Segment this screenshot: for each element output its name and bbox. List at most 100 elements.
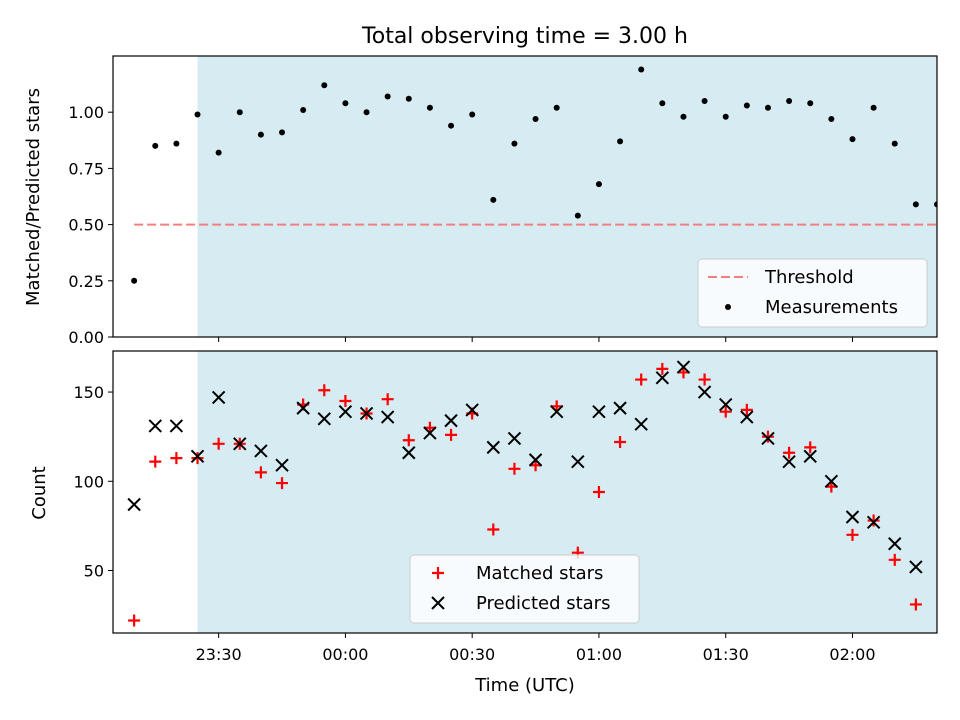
- legend-box: [697, 258, 928, 328]
- measurement-point: [912, 201, 919, 208]
- measurement-point: [574, 212, 581, 219]
- matched-star-point: [318, 384, 331, 397]
- matched-star-point: [635, 373, 648, 386]
- predicted-star-point: [571, 454, 585, 469]
- chart-title: Total observing time = 3.00 h: [361, 24, 688, 49]
- predicted-star-point: [338, 404, 353, 419]
- matched-star-point: [761, 430, 774, 443]
- predicted-star-point: [676, 360, 691, 374]
- predicted-star-point: [528, 453, 543, 467]
- measurement-point: [659, 100, 666, 107]
- matched-star-point: [656, 362, 669, 375]
- matched-star-point: [191, 452, 204, 465]
- measurement-point: [934, 201, 937, 208]
- predicted-star-point: [866, 515, 881, 530]
- measurement-point: [490, 196, 497, 203]
- measurement-point: [511, 140, 518, 147]
- y-tick-label: 0.00: [68, 328, 104, 347]
- matched-star-point: [867, 514, 880, 527]
- top-panel: 0.00 0.25 0.50 0.75 1.00 Threshold Measurement…: [68, 55, 938, 347]
- predicted-star-point: [169, 419, 184, 433]
- bottom-y-axis-label: Count: [29, 466, 50, 519]
- y-tick-label: 1.00: [68, 103, 104, 122]
- predicted-star-point: [359, 406, 374, 421]
- legend-matched-swatch: [432, 567, 444, 579]
- matched-star-point: [804, 441, 817, 454]
- top-y-axis-label: Matched/Predicted stars: [23, 88, 44, 306]
- predicted-star-point: [423, 426, 437, 440]
- measurement-point: [786, 97, 793, 104]
- matched-star-point: [402, 434, 415, 447]
- measurement-point: [764, 104, 771, 111]
- predicted-star-point: [190, 449, 205, 464]
- measurement-point: [131, 277, 138, 284]
- matched-star-point: [846, 528, 859, 541]
- measurement-point: [215, 149, 222, 156]
- plot-frame: [112, 350, 938, 634]
- legend-measurements-label: Measurements: [765, 297, 898, 318]
- legend: Threshold Measurements: [697, 258, 928, 328]
- legend-predicted-label: Predicted stars: [476, 593, 610, 614]
- measurement-point: [532, 115, 539, 122]
- predicted-star-point: [655, 371, 670, 385]
- measurement-point: [469, 111, 476, 118]
- y-tick-label: 150: [73, 383, 104, 402]
- measurement-point: [257, 131, 264, 138]
- measurement-point: [363, 109, 370, 116]
- measurement-point: [807, 100, 814, 107]
- measurement-point: [321, 82, 328, 89]
- predicted-star-point: [740, 410, 754, 424]
- matched-star-point: [170, 452, 183, 465]
- predicted-star-point: [845, 510, 860, 524]
- predicted-star-point: [824, 474, 839, 488]
- measurement-point: [300, 106, 307, 113]
- matched-star-point: [740, 403, 753, 416]
- measurement-point: [828, 115, 835, 122]
- measurement-point: [638, 66, 645, 73]
- matched-star-point: [212, 437, 225, 450]
- x-tick-label: 00:00: [322, 645, 368, 664]
- measurement-point: [279, 129, 286, 136]
- predicted-star-point: [317, 412, 331, 426]
- matched-star-point: [487, 523, 500, 536]
- measurement-point: [722, 113, 729, 120]
- predicted-star-point: [549, 404, 564, 419]
- x-tick-label: 00:30: [449, 645, 495, 664]
- predicted-star-point: [148, 419, 162, 433]
- matched-star-point: [276, 477, 289, 490]
- matched-star-point: [128, 614, 141, 627]
- y-tick-label: 0.75: [68, 159, 104, 178]
- measurement-point: [236, 109, 243, 116]
- predicted-star-point: [592, 404, 606, 419]
- predicted-star-point: [888, 537, 902, 551]
- y-tick-label: 50: [84, 562, 104, 581]
- matched-star-point: [254, 466, 267, 479]
- predicted-star-point: [233, 437, 247, 451]
- bottom-panel: 50 100 150 23:30 00:00 00:30 01:00 01:30 02:00 Ma…: [73, 350, 938, 664]
- legend-predicted-swatch: [431, 596, 445, 610]
- x-tick-label: 23:30: [196, 645, 242, 664]
- predicted-star-point: [613, 401, 627, 415]
- legend: Matched stars Predicted stars: [409, 554, 640, 624]
- matched-star-point: [508, 462, 521, 475]
- predicted-star-point: [761, 431, 775, 446]
- measurement-point: [194, 111, 201, 118]
- measurement-point: [152, 142, 159, 149]
- predicted-star-point: [719, 397, 733, 412]
- matched-star-point: [719, 405, 732, 418]
- x-tick-label: 02:00: [829, 645, 875, 664]
- predicted-star-point: [803, 449, 817, 464]
- matched-star-point: [339, 394, 352, 407]
- matched-star-point: [445, 428, 458, 441]
- legend-threshold-label: Threshold: [764, 267, 854, 288]
- measurement-point: [891, 140, 898, 147]
- measurement-point: [849, 136, 856, 143]
- matched-star-point: [888, 553, 901, 566]
- measurement-point: [384, 93, 391, 100]
- plot-frame: [112, 55, 938, 338]
- matched-star-point: [614, 436, 627, 449]
- predicted-star-point: [402, 446, 416, 460]
- predicted-star-point: [909, 560, 923, 574]
- predicted-star-point: [211, 390, 226, 405]
- predicted-star-point: [444, 413, 458, 428]
